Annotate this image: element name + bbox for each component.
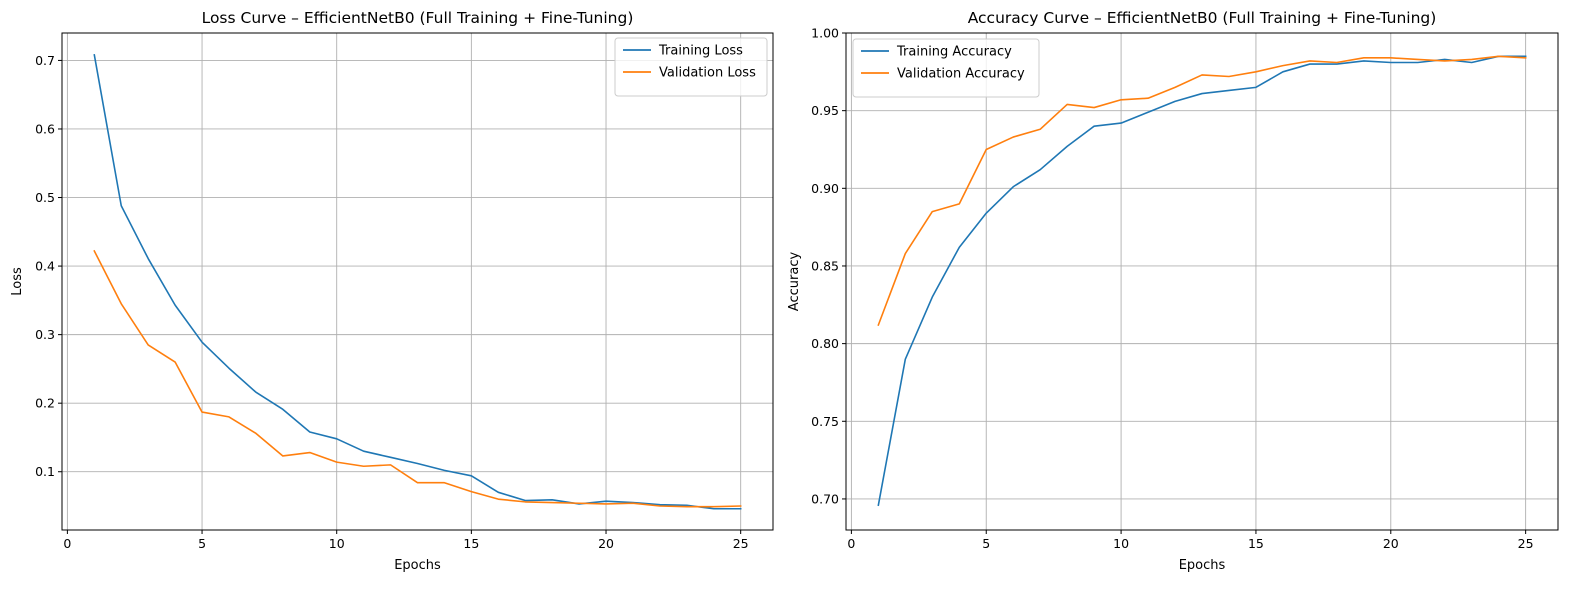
loss-legend: Training Loss Validation Loss	[614, 37, 768, 97]
accuracy-legend-label: Validation Accuracy	[897, 67, 1025, 82]
loss-xtick-label: 0	[63, 536, 71, 551]
accuracy-series-line-training	[877, 55, 1527, 507]
loss-xtick-label: 5	[198, 536, 206, 551]
loss-ytick-label: 0.1	[35, 464, 55, 479]
accuracy-axes-frame	[845, 32, 1559, 531]
loss-xtick-label: 15	[463, 536, 479, 551]
loss-legend-box	[614, 37, 768, 97]
loss-ytick-label: 0.3	[35, 327, 55, 342]
loss-series-line-validation	[93, 249, 742, 508]
accuracy-ytick-label: 0.75	[811, 414, 839, 429]
accuracy-x-axis-label: Epochs	[1179, 558, 1226, 573]
loss-ytick-label: 0.6	[35, 121, 55, 136]
accuracy-series-line-validation	[877, 55, 1527, 327]
accuracy-xtick-label: 25	[1518, 536, 1534, 551]
accuracy-chart: 0 5 10 15 20 25 0.70 0.75 0.80 0.85 0.90 0.95 1.00 Ac…	[787, 9, 1559, 573]
accuracy-legend-box	[852, 38, 1040, 98]
accuracy-ytick-label: 0.85	[811, 258, 839, 273]
loss-xtick-label: 20	[598, 536, 614, 551]
loss-xtick-label: 10	[329, 536, 345, 551]
accuracy-ytick-label: 0.70	[811, 491, 839, 506]
loss-ytick-label: 0.5	[35, 190, 55, 205]
accuracy-ytick-label: 0.95	[811, 103, 839, 118]
accuracy-legend: Training Accuracy Validation Accuracy	[852, 38, 1040, 98]
accuracy-xtick-label: 5	[982, 536, 990, 551]
loss-x-axis-label: Epochs	[394, 558, 441, 573]
accuracy-xtick-label: 15	[1248, 536, 1264, 551]
loss-ytick-label: 0.4	[35, 259, 55, 274]
loss-chart-title: Loss Curve – EfficientNetB0 (Full Traini…	[202, 9, 634, 27]
loss-xtick-label: 25	[733, 536, 749, 551]
loss-ytick-label: 0.2	[35, 396, 55, 411]
accuracy-xtick-label: 20	[1383, 536, 1399, 551]
loss-axes-frame	[61, 32, 774, 531]
accuracy-ytick-label: 1.00	[811, 26, 839, 41]
accuracy-xtick-label: 0	[847, 536, 855, 551]
accuracy-chart-title: Accuracy Curve – EfficientNetB0 (Full Tr…	[968, 9, 1437, 27]
accuracy-ytick-label: 0.80	[811, 336, 839, 351]
loss-chart: 0 5 10 15 20 25 0.1 0.2 0.3 0.4 0.5 0.6 0.7 Loss Curv…	[10, 9, 774, 573]
accuracy-legend-label: Training Accuracy	[896, 45, 1012, 60]
accuracy-ytick-label: 0.90	[811, 181, 839, 196]
accuracy-y-axis-label: Accuracy	[787, 252, 802, 312]
accuracy-xtick-label: 10	[1113, 536, 1129, 551]
loss-legend-label: Training Loss	[658, 44, 743, 59]
loss-legend-label: Validation Loss	[659, 66, 756, 81]
loss-ytick-label: 0.7	[35, 53, 55, 68]
loss-y-axis-label: Loss	[10, 267, 25, 296]
loss-series-line-training	[93, 54, 742, 510]
